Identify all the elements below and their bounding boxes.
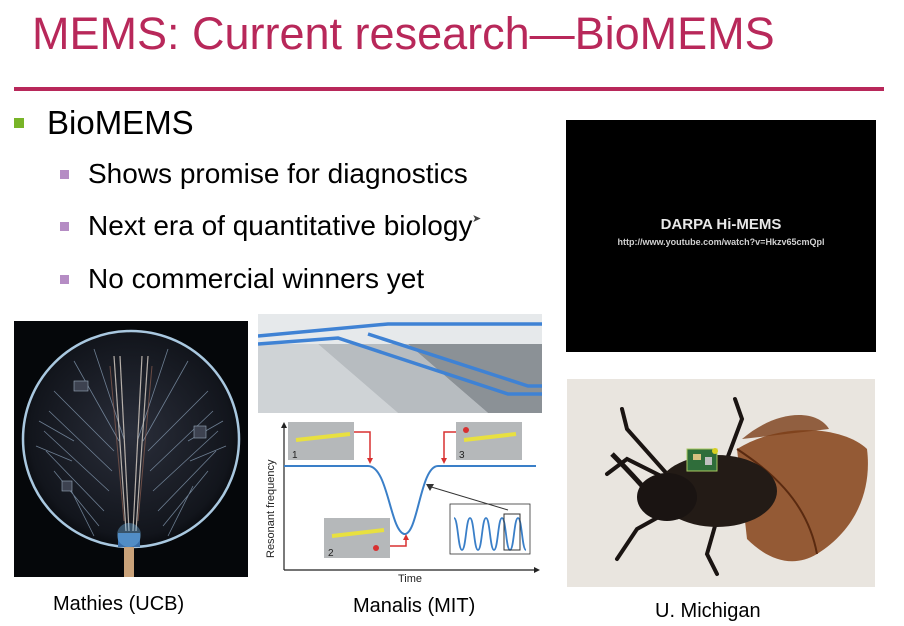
step-label: 1: [292, 450, 298, 461]
video-url: http://www.youtube.com/watch?v=Hkzv65cmQ…: [617, 236, 825, 247]
caption-manalis: Manalis (MIT): [353, 595, 476, 617]
bullet-square-icon: [60, 169, 69, 179]
bullet-main: BioMEMS: [14, 104, 194, 142]
mouse-cursor-icon: ➤: [472, 213, 482, 225]
beetle-photo: [567, 379, 875, 587]
caption-michigan: U. Michigan: [655, 600, 761, 622]
bullet-square-icon: [14, 118, 24, 128]
bullet-square-icon: [60, 221, 69, 231]
slide-title: MEMS: Current research—BioMEMS: [32, 8, 775, 59]
bullet-main-text: BioMEMS: [47, 104, 194, 141]
microchannel-render: [258, 314, 542, 413]
caption-mathies: Mathies (UCB): [53, 593, 185, 615]
resonant-frequency-plot: Resonant frequency Time 1 3 2: [258, 418, 542, 586]
step-label: 2: [328, 548, 334, 559]
plot-y-label: Resonant frequency: [265, 459, 277, 558]
step-label: 3: [459, 450, 465, 461]
bullet-sub: Next era of quantitative biology: [60, 210, 472, 242]
plot-x-label: Time: [398, 573, 422, 585]
bullet-sub: No commercial winners yet: [60, 263, 424, 295]
bullet-square-icon: [60, 274, 69, 284]
bullet-sub-text: Next era of quantitative biology: [88, 210, 473, 241]
video-embed[interactable]: DARPA Hi-MEMS http://www.youtube.com/wat…: [566, 120, 876, 352]
bullet-sub-text: Shows promise for diagnostics: [88, 158, 468, 189]
bullet-sub-text: No commercial winners yet: [88, 263, 425, 294]
bullet-sub: Shows promise for diagnostics: [60, 158, 468, 190]
video-title: DARPA Hi-MEMS: [660, 215, 782, 233]
title-divider: [14, 87, 884, 91]
microchip-photo: [14, 321, 248, 577]
